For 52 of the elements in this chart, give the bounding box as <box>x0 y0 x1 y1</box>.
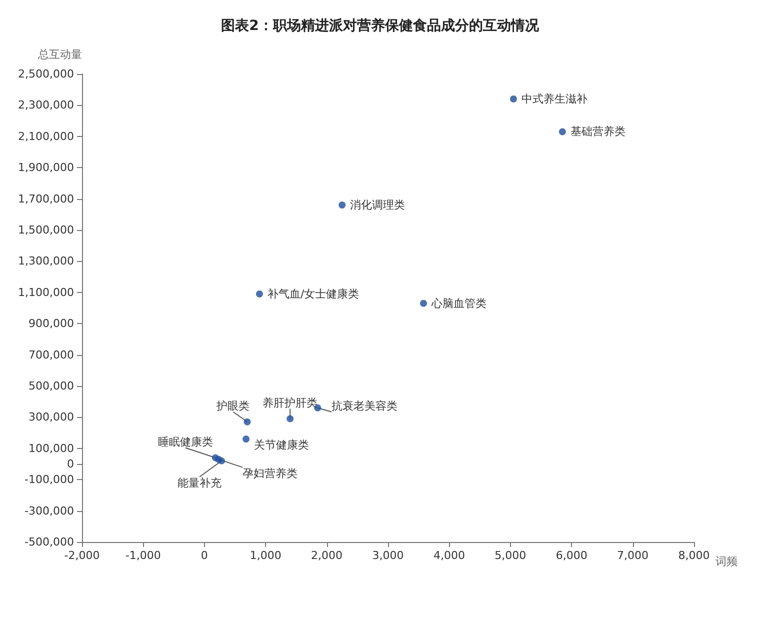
point <box>420 300 427 307</box>
x-tick-label: 5,000 <box>494 549 526 562</box>
annotation: 心脑血管类 <box>430 296 486 310</box>
annotation: 孕妇营养类 <box>242 466 298 480</box>
y-tick-label: 1,700,000 <box>18 192 74 206</box>
annotation: 补气血/女士健康类 <box>267 287 360 300</box>
y-tick-label: 2,100,000 <box>18 130 74 143</box>
y-tick-label: 2,500,000 <box>18 68 74 80</box>
point <box>256 290 263 298</box>
annotation: 睡眠健康类 <box>158 435 213 448</box>
x-tick-label: 3,000 <box>372 549 404 562</box>
point <box>558 128 566 136</box>
y-tick-label: 100,000 <box>28 442 74 455</box>
y-tick-label: 1,300,000 <box>18 254 74 268</box>
point <box>286 415 294 422</box>
x-axis-title: 词频 <box>716 555 738 568</box>
point <box>244 418 251 426</box>
y-tick-label: -100,000 <box>24 473 74 486</box>
x-tick-label: -1,000 <box>125 549 161 562</box>
y-tick-label: 1,500,000 <box>18 224 74 236</box>
annotation: 基础营养类 <box>570 125 626 138</box>
y-tick-label: -500,000 <box>24 536 74 548</box>
y-tick-label: 1,900,000 <box>18 161 74 174</box>
point <box>218 457 226 464</box>
x-tick-label: 8,000 <box>678 549 710 562</box>
annotation: 中式养生滋补 <box>521 92 588 106</box>
y-axis-title: 总互动量 <box>37 48 82 61</box>
x-tick-label: -2,000 <box>64 549 100 562</box>
point <box>510 95 517 102</box>
annotation: 抗衰老美容类 <box>332 399 398 412</box>
y-tick-label: 700,000 <box>28 348 74 362</box>
y-tick-label: -300,000 <box>24 504 74 518</box>
x-tick-label: 6,000 <box>556 549 588 562</box>
x-tick-label: 1,000 <box>250 549 282 562</box>
y-tick-label: 1,100,000 <box>18 286 74 299</box>
annotation: 护眼类 <box>216 399 250 412</box>
annotation: 养肝护肝类 <box>262 396 318 410</box>
point <box>242 436 250 443</box>
y-tick-label: 900,000 <box>28 317 74 330</box>
point <box>338 202 346 209</box>
x-tick-label: 2,000 <box>311 549 343 562</box>
y-tick-label: 300,000 <box>28 410 74 424</box>
x-tick-label: 4,000 <box>433 549 465 562</box>
x-tick-label: 7,000 <box>617 549 649 562</box>
y-tick-label: 0 <box>67 458 74 470</box>
annotation: 消化调理类 <box>350 198 406 212</box>
x-tick-label: 0 <box>200 549 208 562</box>
chart-title: 图表2：职场精进派对营养保健食品成分的互动情况 <box>221 17 540 34</box>
y-tick-label: 500,000 <box>28 380 74 392</box>
y-tick-label: 2,300,000 <box>18 98 74 112</box>
annotation: 能量补充 <box>178 476 222 490</box>
annotation: 关节健康类 <box>254 438 310 452</box>
